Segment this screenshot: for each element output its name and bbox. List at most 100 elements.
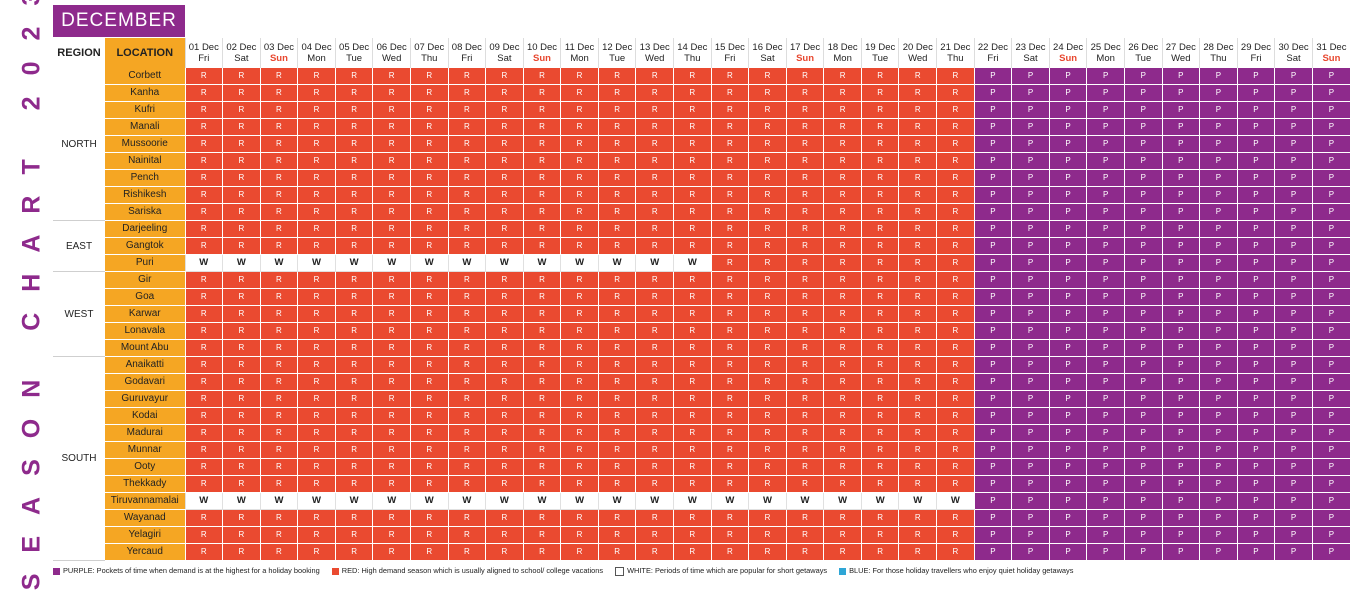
season-cell: P [1311, 152, 1350, 170]
season-cell: R [522, 220, 561, 238]
season-cell: P [1086, 458, 1125, 476]
day-of-week: Mon [1096, 53, 1115, 64]
day-of-week: Fri [987, 53, 999, 64]
season-cell: R [673, 135, 712, 153]
season-cell: R [710, 407, 749, 425]
season-cell: P [1048, 254, 1087, 272]
day-date: 17 Dec [789, 42, 821, 53]
day-header: 20 Dec Wed [898, 38, 937, 68]
season-cell: R [485, 305, 524, 323]
season-cell: R [936, 186, 975, 204]
season-cell: P [973, 543, 1012, 561]
season-cell: P [1311, 458, 1350, 476]
season-cell: R [184, 458, 223, 476]
season-cell: R [597, 526, 636, 544]
location-label: Puri [105, 254, 185, 272]
season-cell: P [1011, 492, 1050, 510]
season-cell: R [597, 458, 636, 476]
location-label: Kodai [105, 407, 185, 425]
season-cell: R [898, 339, 937, 357]
season-cell: R [372, 68, 411, 85]
season-cell: P [1311, 407, 1350, 425]
season-cell: R [372, 526, 411, 544]
season-cell: R [522, 169, 561, 187]
season-cell: P [1123, 271, 1163, 289]
day-date: 28 Dec [1203, 42, 1234, 53]
season-cell: P [1086, 509, 1125, 527]
season-cell: R [522, 84, 561, 102]
season-cell: P [1236, 492, 1275, 510]
season-cell: R [785, 543, 824, 561]
season-cell: R [785, 526, 824, 544]
location-label: Nainital [105, 152, 185, 170]
day-date: 12 Dec [602, 42, 633, 53]
season-cell: P [973, 526, 1012, 544]
season-cell: R [297, 84, 336, 102]
season-chart-table: REGION LOCATION 01 Dec Fri 02 Dec Sat 03 Dec… [53, 38, 1350, 561]
season-cell: R [597, 543, 636, 561]
season-cell: R [409, 339, 449, 357]
season-cell: P [1086, 169, 1125, 187]
legend-swatch [839, 567, 847, 575]
season-cell: W [372, 492, 411, 510]
season-cell: R [372, 169, 411, 187]
season-cell: R [785, 509, 824, 527]
region-label: EAST [53, 220, 105, 272]
season-cell: P [1011, 68, 1050, 85]
season-cell: R [297, 424, 336, 442]
season-cell: R [936, 441, 975, 459]
season-cell: R [372, 373, 411, 391]
season-cell: R [297, 186, 336, 204]
day-date: 22 Dec [977, 42, 1008, 53]
season-cell: R [560, 152, 599, 170]
season-cell: R [560, 458, 599, 476]
season-cell: W [597, 254, 636, 272]
season-cell: P [1311, 68, 1350, 85]
season-cell: R [297, 356, 336, 374]
season-cell: R [334, 390, 373, 408]
season-cell: R [334, 118, 373, 136]
season-cell: R [898, 373, 937, 391]
season-cell: R [597, 305, 636, 323]
season-cell: R [184, 152, 223, 170]
season-cell: R [710, 543, 749, 561]
day-date: 07 Dec [414, 42, 445, 53]
season-cell: P [1311, 237, 1350, 255]
season-cell: P [1274, 373, 1313, 391]
season-cell: P [1048, 288, 1087, 306]
season-cell: R [222, 118, 261, 136]
season-cell: R [823, 254, 862, 272]
day-date: 24 Dec [1053, 42, 1084, 53]
location-label: Manali [105, 118, 185, 136]
season-cell: R [259, 84, 298, 102]
season-cell: R [898, 305, 937, 323]
season-cell: P [1123, 322, 1163, 340]
season-cell: P [1199, 356, 1238, 374]
season-cell: R [297, 339, 336, 357]
season-cell: R [372, 118, 411, 136]
season-cell: R [635, 305, 674, 323]
season-cell: P [1048, 101, 1087, 119]
season-cell: R [748, 271, 787, 289]
season-cell: R [860, 220, 899, 238]
season-cell: P [1086, 475, 1125, 493]
season-cell: P [1311, 186, 1350, 204]
season-cell: P [1123, 339, 1163, 357]
season-cell: R [522, 373, 561, 391]
season-cell: R [936, 305, 975, 323]
season-cell: R [222, 407, 261, 425]
season-cell: R [860, 526, 899, 544]
season-cell: R [334, 475, 373, 493]
day-of-week: Fri [1250, 53, 1262, 64]
day-of-week: Sun [533, 53, 551, 64]
season-cell: P [1236, 118, 1275, 136]
season-cell: R [522, 237, 561, 255]
season-cell: R [748, 407, 787, 425]
season-cell: R [447, 458, 486, 476]
season-cell: R [635, 339, 674, 357]
day-of-week: Tue [1135, 53, 1152, 64]
season-cell: R [334, 373, 373, 391]
season-cell: R [635, 237, 674, 255]
season-cell: R [597, 373, 636, 391]
season-cell: P [1311, 203, 1350, 221]
